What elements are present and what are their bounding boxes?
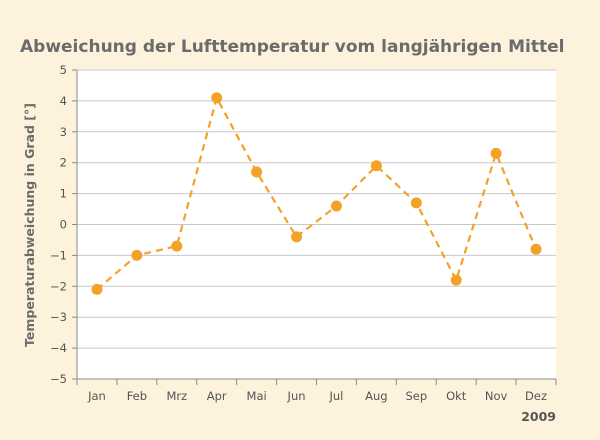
x-tick-label: Jul	[329, 389, 344, 403]
data-point	[211, 92, 223, 104]
data-point	[410, 197, 422, 209]
grid-lines	[77, 69, 556, 380]
y-tick-label: 5	[60, 63, 67, 77]
y-tick-label: −5	[50, 372, 67, 386]
data-point	[91, 283, 103, 295]
data-points	[91, 92, 542, 295]
x-tick-label: Dez	[525, 389, 547, 403]
chart-title: Abweichung der Lufttemperatur vom langjä…	[20, 37, 564, 57]
y-tick-label: 3	[60, 125, 67, 139]
y-tick-label: −4	[50, 341, 67, 355]
y-tick-label: −1	[50, 248, 67, 262]
y-axis: 5 4 3 2 1 0 −1 −2 −3 −4 −5	[50, 63, 78, 386]
data-point	[291, 231, 303, 243]
y-tick-label: −3	[50, 310, 67, 324]
data-point	[530, 243, 542, 255]
x-tick-label: Apr	[207, 389, 227, 403]
y-axis-label: Temperaturabweichung in Grad [°]	[22, 103, 37, 347]
data-point	[330, 200, 342, 212]
series-line	[96, 94, 538, 291]
x-tick-label: Jun	[287, 389, 306, 403]
x-axis: Jan Feb Mrz Apr Mai Jun Jul Aug Sep Okt Nov Dez	[76, 378, 557, 403]
x-tick-label: Mai	[247, 389, 267, 403]
y-tick-label: 2	[60, 156, 67, 170]
data-point	[490, 147, 502, 159]
x-tick-label: Okt	[446, 389, 467, 403]
y-tick-label: 1	[60, 187, 67, 201]
data-point	[450, 274, 462, 286]
y-tick-label: 0	[60, 218, 67, 232]
x-tick-label: Feb	[127, 389, 147, 403]
x-tick-label: Sep	[405, 389, 427, 403]
data-point	[370, 160, 382, 172]
x-tick-label: Aug	[365, 389, 387, 403]
data-point	[171, 240, 183, 252]
y-tick-label: −2	[50, 279, 67, 293]
data-point	[251, 166, 263, 178]
x-tick-label: Mrz	[166, 389, 187, 403]
data-point	[131, 249, 143, 261]
x-tick-label: Jan	[87, 389, 106, 403]
y-tick-label: 4	[60, 94, 67, 108]
year-caption: 2009	[521, 409, 556, 424]
x-tick-label: Nov	[485, 389, 508, 403]
